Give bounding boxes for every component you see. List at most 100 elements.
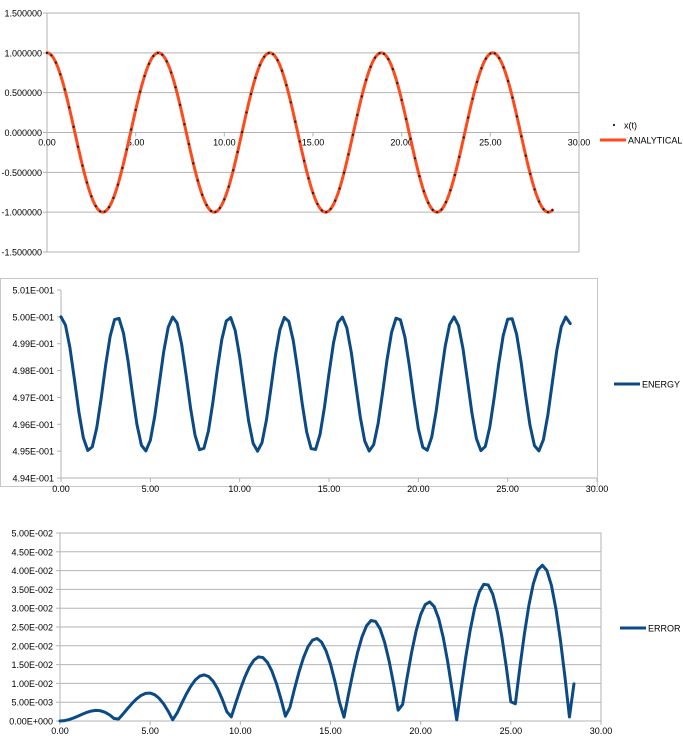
data-point [289,101,292,104]
data-point [298,140,301,143]
data-point [546,211,550,214]
data-point [311,191,315,195]
data-point [422,190,425,193]
data-point [183,123,186,126]
data-point [502,66,505,69]
y-tick-label: 3.50E-002 [11,585,53,595]
data-point [409,137,412,140]
y-tick-label: 4.98E-001 [12,366,54,376]
data-point [99,210,102,213]
data-point [165,60,168,63]
x-tick-label: 0.00 [51,726,69,736]
data-point [524,154,527,157]
data-point [369,65,372,68]
data-point [116,183,120,186]
data-point [440,208,443,211]
x-tick-label: 5.00 [141,726,159,736]
data-point [529,172,532,176]
data-point [338,187,341,190]
data-point [94,205,97,208]
y-tick-label: 1.00E-002 [11,679,53,689]
data-point [471,97,474,100]
data-point [161,53,164,56]
data-point [444,200,448,204]
data-point [156,51,159,54]
data-point [263,55,266,58]
x-tick-label: 0.00 [52,484,70,494]
data-point [325,210,328,214]
x-tick-label: 30.00 [586,484,609,494]
data-point [493,52,496,55]
y-tick-label: -1.500000 [1,248,42,258]
y-tick-label: 4.00E-002 [11,566,53,576]
data-point [121,166,124,170]
data-point [436,211,439,214]
data-point [178,103,182,106]
data-point [453,173,456,177]
data-point [351,133,354,136]
data-point [103,210,106,213]
data-point [214,210,217,214]
data-point [405,117,408,121]
y-tick-label: 5.00E-001 [12,312,54,322]
chart-1: 1.500000 1.000000 0.500000 0.000000 -0.50000… [1,9,682,258]
data-point [50,54,53,57]
data-point [254,76,257,80]
data-point [280,69,284,72]
x-tick-label: 30.00 [590,726,613,736]
x-tick-label: 10.00 [228,484,251,494]
data-point [45,51,49,54]
data-point [130,128,133,131]
data-point [515,115,519,118]
data-point [475,80,479,84]
y-tick-label: 0.00E+000 [9,717,53,727]
data-point [152,54,155,58]
data-point [484,57,487,60]
data-point [81,164,84,167]
data-point [54,61,57,64]
data-point [307,177,310,180]
data-point [63,88,66,91]
data-point [240,131,244,134]
y-tick-label: 2.50E-002 [11,623,53,633]
y-tick-label: 4.50E-002 [11,547,53,557]
data-point [245,111,248,114]
data-point [480,67,483,70]
y-tick-label: -0.500000 [1,168,42,178]
data-point [258,64,261,67]
data-point [427,201,430,204]
data-point [76,145,80,148]
x-tick-label: 25.00 [479,138,502,148]
x-tick-label: 15.00 [319,726,342,736]
y-tick-label: 1.000000 [4,48,42,58]
data-point [329,207,332,210]
data-point [431,208,434,211]
data-point [170,71,173,74]
data-point [201,193,204,196]
data-point [391,68,394,71]
data-point [542,208,545,211]
data-point [196,179,199,182]
data-point [107,206,111,209]
data-point [320,209,323,212]
data-point [85,181,88,184]
y-tick-label: 4.97E-001 [12,393,54,403]
x-tick-label: 25.00 [496,484,519,494]
x-tick-label: 5.00 [127,138,145,148]
data-point [192,162,195,165]
data-point [342,171,346,174]
data-point [90,195,93,198]
data-point [334,199,337,202]
data-point [59,73,62,76]
x-tick-label: 20.00 [390,138,413,148]
x-tick-label: 15.00 [302,138,325,148]
y-tick-label: 4.96E-001 [12,420,54,430]
data-point [365,78,368,81]
y-tick-label: 0.000000 [4,128,42,138]
data-point [267,51,270,55]
data-point [294,120,297,123]
y-tick-label: 4.95E-001 [12,447,54,457]
data-point [209,209,213,213]
y-tick-label: 0.500000 [4,88,42,98]
